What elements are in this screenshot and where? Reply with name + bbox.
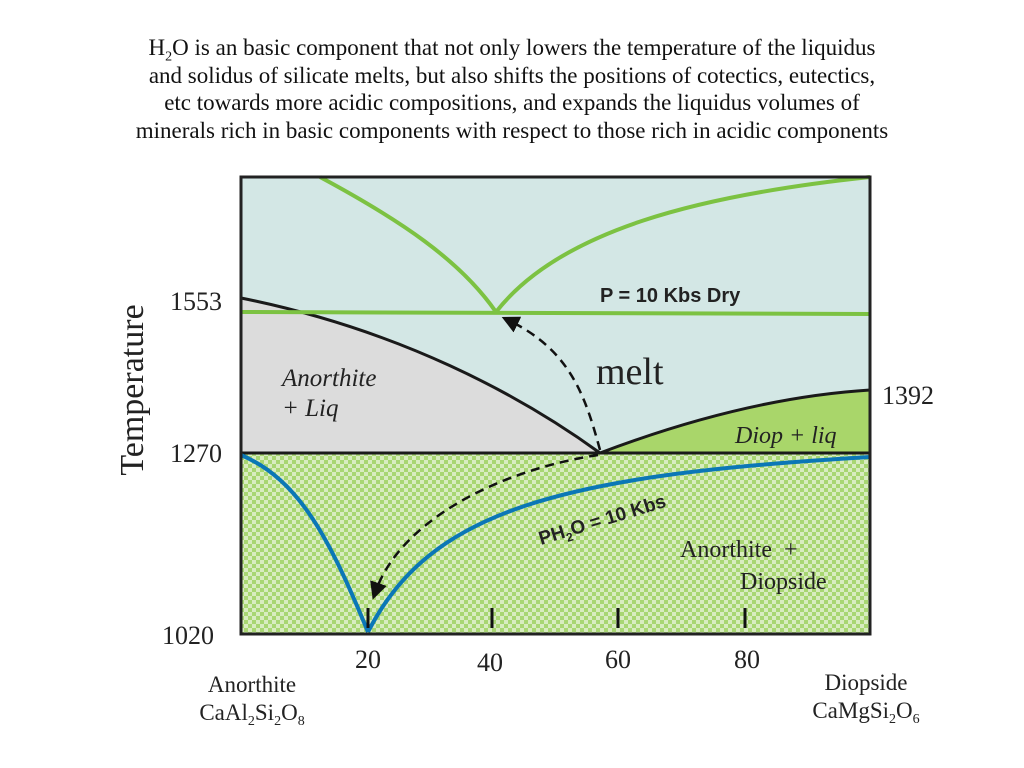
temp-label-1020: 1020 bbox=[162, 621, 214, 650]
dry-solidus-line bbox=[240, 310, 871, 316]
x-tick-label-40: 40 bbox=[477, 648, 503, 677]
anorthite-liq-label-1: Anorthite bbox=[280, 365, 376, 392]
anorthite-diopside-field bbox=[241, 453, 870, 634]
anorthite-diopside-label-2: Diopside bbox=[740, 569, 827, 595]
wet-liquidus-right bbox=[366, 455, 871, 633]
caption-line-2: and solidus of silicate melts, but also … bbox=[148, 62, 876, 88]
temp-label-1553: 1553 bbox=[170, 287, 222, 316]
left-endmember-formula: CaAl2Si2O8 bbox=[199, 700, 304, 729]
caption-line-3: etc towards more acidic compositions, an… bbox=[164, 90, 860, 115]
plot-frame bbox=[239, 175, 872, 636]
anorthite-liq-label-2: + Liq bbox=[282, 395, 338, 422]
diopside-liquidus bbox=[599, 388, 871, 455]
diop-liq-label: Diop + liq bbox=[734, 423, 837, 449]
diop-liq-field bbox=[600, 390, 870, 453]
caption-text: H2O is an basic component that not only … bbox=[20, 34, 1004, 144]
right-endmember-name: Diopside bbox=[824, 670, 907, 695]
right-endmember-formula: CaMgSi2O6 bbox=[812, 698, 919, 727]
melt-label: melt bbox=[596, 351, 664, 393]
x-tick-label-80: 80 bbox=[734, 645, 760, 674]
y-axis-label: Temperature bbox=[114, 304, 151, 475]
temp-label-1392: 1392 bbox=[882, 381, 934, 410]
caption-line-1: H2O is an basic component that not only … bbox=[148, 35, 876, 65]
dashed-arrow-down bbox=[370, 453, 599, 600]
left-endmember-name: Anorthite bbox=[208, 672, 296, 697]
dry-liquidus-right bbox=[494, 175, 871, 314]
dry-liquidus-left bbox=[319, 175, 498, 314]
wet-liquidus-left bbox=[240, 453, 370, 633]
anorthite-liq-field bbox=[241, 298, 600, 453]
dry-curve-label: P = 10 Kbs Dry bbox=[600, 285, 741, 307]
x-tick-label-20: 20 bbox=[355, 645, 381, 674]
anorthite-diopside-label-1: Anorthite + bbox=[680, 537, 798, 563]
dashed-arrow-up bbox=[501, 316, 602, 451]
x-tick-label-60: 60 bbox=[605, 645, 631, 674]
caption-line-4: minerals rich in basic components with r… bbox=[135, 117, 889, 143]
temp-label-1270: 1270 bbox=[170, 439, 222, 468]
